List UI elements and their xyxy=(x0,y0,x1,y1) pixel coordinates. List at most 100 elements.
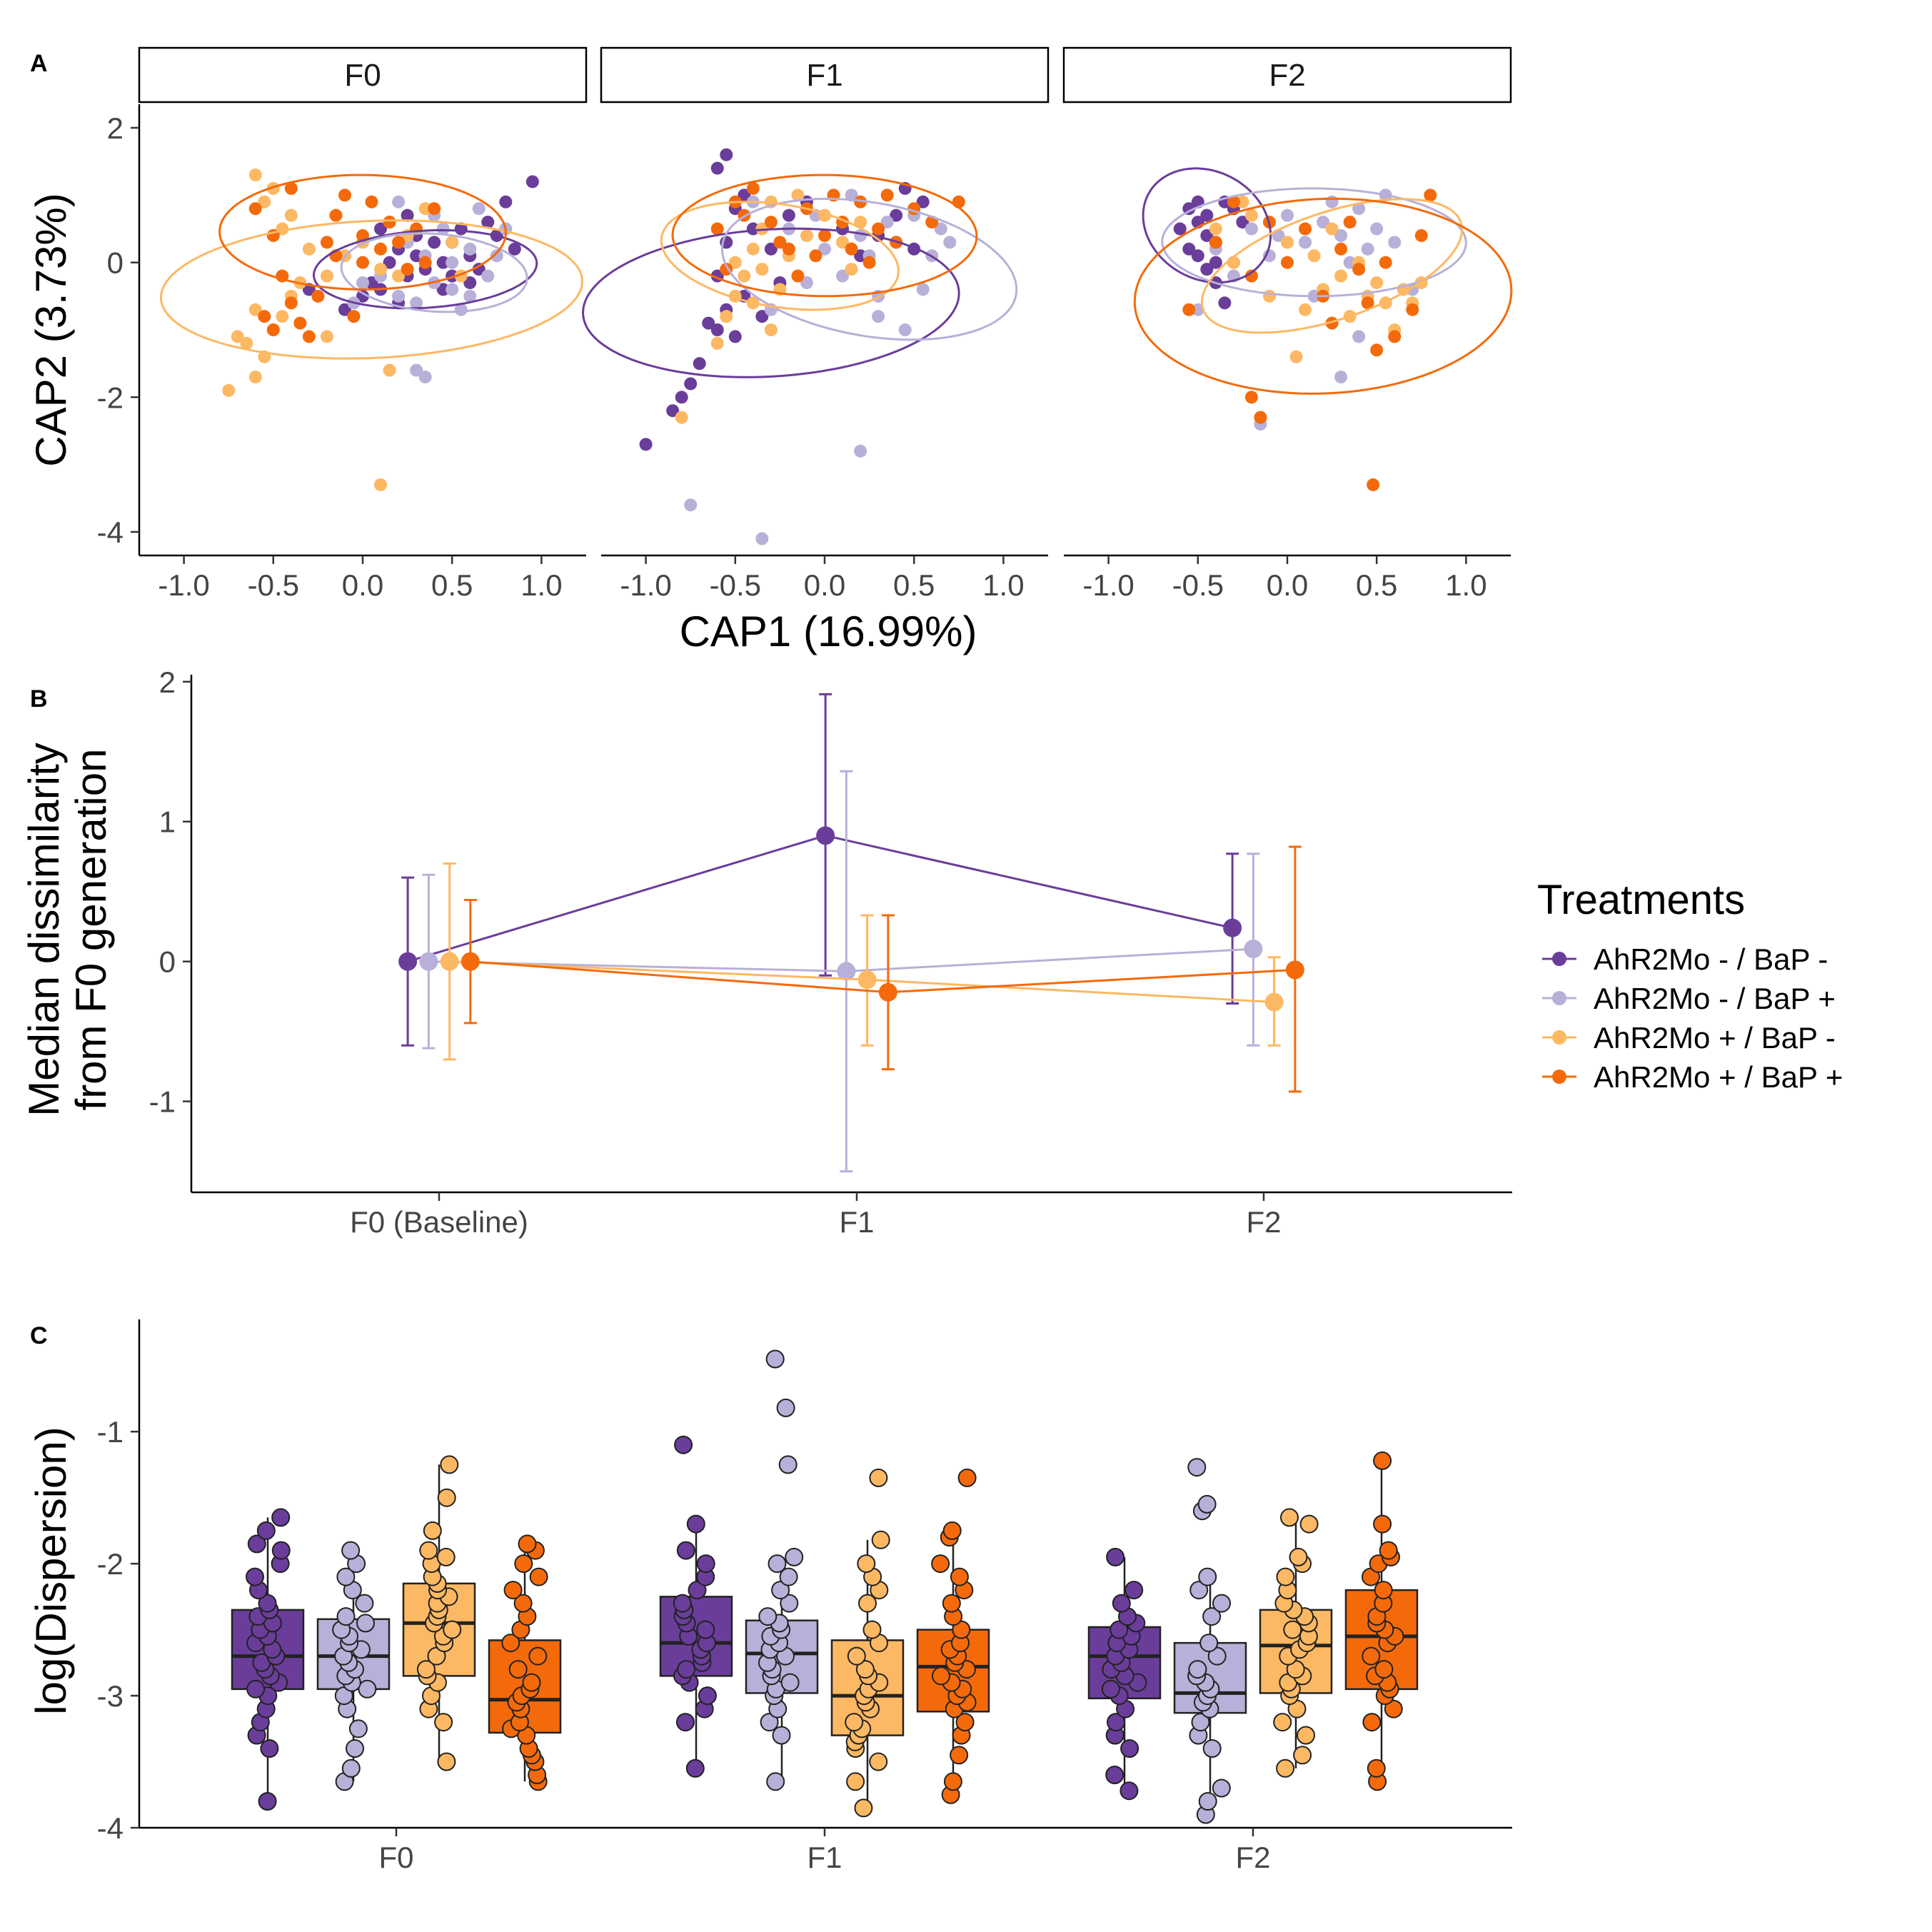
x-tick-label: 0.5 xyxy=(431,568,473,602)
point-f2-ahr2mo-bap xyxy=(1244,208,1258,222)
point-f1-ahr2mo-bap xyxy=(677,1660,696,1679)
ellipse-f2-ahr2mo-bap xyxy=(1200,198,1464,334)
x-tick-label: -1.0 xyxy=(1082,568,1134,602)
point-f1-ahr2mo-bap xyxy=(782,208,795,222)
point-f0-ahr2mo-bap xyxy=(347,310,361,323)
y-tick-label: -4 xyxy=(97,1811,124,1845)
point-f0-ahr2mo-bap xyxy=(284,296,298,310)
point-f0-ahr2mo-bap xyxy=(490,249,503,263)
y-tick-label: -2 xyxy=(97,381,124,414)
point-f2-ahr2mo-bap xyxy=(1370,276,1384,289)
point-f0-ahr2mo-bap xyxy=(374,222,388,236)
point-f1-ahr2mo-bap xyxy=(845,242,858,256)
point-f1-ahr2mo-bap xyxy=(845,263,858,276)
point-f0-ahr2mo-bap xyxy=(356,1614,375,1633)
x-tick-label-f2: F2 xyxy=(1235,1841,1270,1874)
point-f2-ahr2mo-bap xyxy=(1244,222,1258,236)
point-f1-ahr2mo-bap xyxy=(836,269,850,283)
point-f2-ahr2mo-bap xyxy=(1361,296,1374,310)
x-tick-label: -1.0 xyxy=(158,568,209,602)
ellipse-f1-ahr2mo-bap xyxy=(671,173,978,298)
point-f0-ahr2mo-bap xyxy=(248,168,262,182)
point-f1-ahr2mo-bap xyxy=(710,323,724,336)
point-f0-ahr2mo-bap xyxy=(472,202,485,216)
point-f0-ahr2mo-bap xyxy=(271,1508,291,1527)
point-f0-ahr2mo-bap xyxy=(392,289,406,303)
point-f2-ahr2mo-bap xyxy=(1367,1759,1386,1778)
point-f1-ahr2mo-bap xyxy=(746,242,760,256)
point-f2-ahr2mo-bap xyxy=(1197,1494,1217,1514)
point-f1-ahr2mo-bap xyxy=(765,1349,785,1369)
point-f2-ahr2mo-bap xyxy=(1388,330,1402,343)
point-f1-ahr2mo-bap xyxy=(780,1594,799,1613)
point-f0-ahr2mo-bap xyxy=(320,330,333,343)
point-f2-ahr2mo-bap xyxy=(1125,1581,1144,1600)
x-tick-label: 1.0 xyxy=(520,568,562,602)
point-ahr2mo-bap-f2 xyxy=(1285,960,1304,980)
point-f1-ahr2mo-bap xyxy=(955,1713,975,1732)
point-f2-ahr2mo-bap xyxy=(1325,195,1339,208)
point-f0-ahr2mo-bap xyxy=(284,208,298,222)
ellipse-f2-ahr2mo-bap xyxy=(1133,197,1513,395)
legend-key-ahr2mo-bap xyxy=(1552,1030,1566,1045)
point-f1-ahr2mo-bap xyxy=(666,404,680,418)
point-f0-ahr2mo-bap xyxy=(440,1455,459,1474)
x-tick-label: 0.0 xyxy=(342,568,383,602)
point-f0-ahr2mo-bap xyxy=(423,1521,442,1540)
point-f1-ahr2mo-bap xyxy=(773,236,787,249)
point-f2-ahr2mo-bap xyxy=(1182,303,1196,316)
point-f1-ahr2mo-bap xyxy=(728,256,742,269)
panel-letter-b: B xyxy=(30,685,48,713)
point-f0-ahr2mo-bap xyxy=(522,1673,541,1692)
point-f0-ahr2mo-bap xyxy=(508,1660,528,1679)
point-f0-ahr2mo-bap xyxy=(416,1660,436,1679)
point-f1-ahr2mo-bap xyxy=(674,1435,693,1454)
point-f1-ahr2mo-bap xyxy=(862,1620,882,1639)
point-f1-ahr2mo-bap xyxy=(818,228,831,242)
point-f0-ahr2mo-bap xyxy=(358,1679,377,1699)
point-f2-ahr2mo-bap xyxy=(1299,303,1312,316)
point-f0-ahr2mo-bap xyxy=(338,188,351,202)
point-f1-ahr2mo-bap xyxy=(943,1772,962,1791)
point-f1-ahr2mo-bap xyxy=(931,1554,950,1574)
point-f0-ahr2mo-bap xyxy=(513,1594,533,1613)
y-axis-title-a: CAP2 (3.73%) xyxy=(27,193,75,467)
point-f2-ahr2mo-bap xyxy=(1325,222,1339,236)
point-f1-ahr2mo-bap xyxy=(686,1514,705,1534)
point-f2-ahr2mo-bap xyxy=(1299,236,1312,249)
point-f0-ahr2mo-bap xyxy=(356,276,369,289)
point-ahr2mo-bap-f1 xyxy=(857,970,877,990)
point-f1-ahr2mo-bap xyxy=(854,195,867,208)
point-f1-ahr2mo-bap xyxy=(728,330,742,343)
point-f2-ahr2mo-bap xyxy=(1374,1660,1394,1679)
point-f2-ahr2mo-bap xyxy=(1388,236,1402,249)
point-f1-ahr2mo-bap xyxy=(872,222,885,236)
point-f2-ahr2mo-bap xyxy=(1191,1713,1210,1732)
y-tick-label: 0 xyxy=(107,246,124,280)
point-f1-ahr2mo-bap xyxy=(857,1554,876,1574)
point-f0-ahr2mo-bap xyxy=(418,256,432,269)
point-f2-ahr2mo-bap xyxy=(1209,236,1222,249)
point-f0-ahr2mo-bap xyxy=(293,316,307,330)
point-f1-ahr2mo-bap xyxy=(760,1713,779,1732)
point-f0-ahr2mo-bap xyxy=(463,276,477,289)
point-f0-ahr2mo-bap xyxy=(418,202,432,216)
point-f1-ahr2mo-bap xyxy=(746,222,760,236)
point-f0-ahr2mo-bap xyxy=(529,1567,548,1586)
point-f1-ahr2mo-bap xyxy=(854,1798,873,1818)
x-tick-label-f1: F1 xyxy=(839,1205,874,1239)
ellipse-f0-ahr2mo-bap xyxy=(159,219,584,360)
point-f0-ahr2mo-bap xyxy=(383,216,396,229)
point-f2-ahr2mo-bap xyxy=(1276,1759,1295,1778)
point-f0-ahr2mo-bap xyxy=(365,195,378,208)
point-f1-ahr2mo-bap xyxy=(791,269,805,283)
point-f0-ahr2mo-bap xyxy=(436,256,450,269)
point-f2-ahr2mo-bap xyxy=(1406,303,1419,316)
point-f1-ahr2mo-bap xyxy=(846,1772,865,1791)
point-f0-ahr2mo-bap xyxy=(392,269,406,283)
y-tick-label: 2 xyxy=(159,665,176,699)
point-f0-ahr2mo-bap xyxy=(276,310,289,323)
point-f2-ahr2mo-bap xyxy=(1273,1713,1292,1732)
point-f2-ahr2mo-bap xyxy=(1362,1713,1382,1732)
point-f0-ahr2mo-bap xyxy=(528,1646,548,1666)
